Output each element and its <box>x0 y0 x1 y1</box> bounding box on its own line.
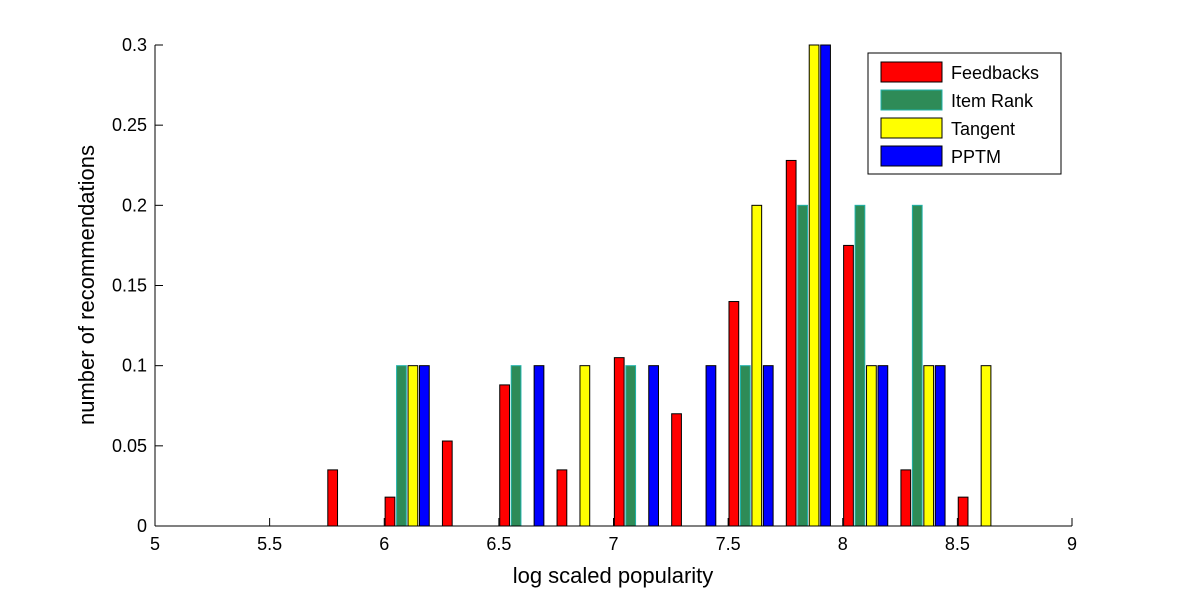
bars-group <box>327 44 992 527</box>
y-tick-label: 0.05 <box>112 436 147 456</box>
bar-item-rank-8 <box>625 365 637 527</box>
legend-swatch-pptm <box>880 145 943 167</box>
bar-pptm-4 <box>418 365 430 527</box>
bar-pptm-11 <box>820 44 831 527</box>
x-tick-label: 8.5 <box>945 534 970 554</box>
bar-pptm-10 <box>762 365 774 527</box>
bar-pptm-8 <box>648 365 659 527</box>
legend-label-tangent: Tangent <box>951 119 1015 139</box>
bar-item-rank-11 <box>797 204 809 527</box>
y-axis-label: number of recommendations <box>74 145 99 425</box>
bar-feedbacks-9 <box>671 413 682 527</box>
bar-feedbacks-14 <box>957 496 969 527</box>
bar-feedbacks-11 <box>785 159 797 527</box>
bar-pptm-9 <box>705 365 717 527</box>
bar-tangent-14 <box>980 365 992 527</box>
legend-swatch-tangent <box>880 117 943 139</box>
bar-tangent-7 <box>579 365 591 527</box>
bar-tangent-10 <box>751 204 763 527</box>
legend: Feedbacks Item Rank Tangent PPTM <box>867 52 1062 175</box>
bar-item-rank-10 <box>739 365 751 527</box>
x-tick-label: 7.5 <box>716 534 741 554</box>
bar-feedbacks-7 <box>556 469 568 527</box>
x-tick-label: 5 <box>150 534 160 554</box>
x-axis-label: log scaled popularity <box>513 563 714 588</box>
legend-swatch-feedbacks <box>880 61 943 83</box>
x-tick-label: 6 <box>379 534 389 554</box>
legend-label-feedbacks: Feedbacks <box>951 63 1039 83</box>
bar-item-rank-4 <box>396 365 407 527</box>
y-tick-label: 0.1 <box>122 356 147 376</box>
x-tick-label: 5.5 <box>257 534 282 554</box>
bar-tangent-4 <box>407 365 419 527</box>
y-tick-label: 0.2 <box>122 195 147 215</box>
y-tick-label: 0.15 <box>112 276 147 296</box>
bar-item-rank-6 <box>510 365 522 527</box>
bar-feedbacks-10 <box>728 301 740 527</box>
bar-item-rank-13 <box>911 204 923 527</box>
y-tick-label: 0.3 <box>122 35 147 55</box>
bar-feedbacks-12 <box>843 244 854 527</box>
bar-tangent-12 <box>866 365 877 527</box>
bar-feedbacks-5 <box>441 440 453 527</box>
bar-tangent-11 <box>808 44 820 527</box>
bar-feedbacks-4 <box>384 496 396 527</box>
bar-pptm-13 <box>934 365 946 527</box>
y-ticks-group: 0 0.05 0.1 0.15 0.2 0.25 0.3 <box>112 35 163 536</box>
bar-pptm-6 <box>533 365 545 527</box>
legend-swatch-item-rank <box>880 89 943 111</box>
bar-feedbacks-3 <box>327 469 339 527</box>
bar-item-rank-12 <box>854 204 866 527</box>
y-tick-label: 0 <box>137 516 147 536</box>
legend-label-pptm: PPTM <box>951 147 1001 167</box>
bar-feedbacks-6 <box>499 384 510 527</box>
bar-feedbacks-13 <box>900 469 912 527</box>
x-tick-label: 8 <box>838 534 848 554</box>
bar-tangent-13 <box>923 365 935 527</box>
legend-label-item-rank: Item Rank <box>951 91 1034 111</box>
x-tick-label: 9 <box>1067 534 1077 554</box>
x-tick-label: 6.5 <box>486 534 511 554</box>
x-ticks-group: 5 5.5 6 6.5 7 7.5 8 8.5 9 <box>150 518 1077 554</box>
bar-pptm-12 <box>877 365 889 527</box>
x-tick-label: 7 <box>608 534 618 554</box>
bar-feedbacks-8 <box>613 357 625 527</box>
y-tick-label: 0.25 <box>112 115 147 135</box>
